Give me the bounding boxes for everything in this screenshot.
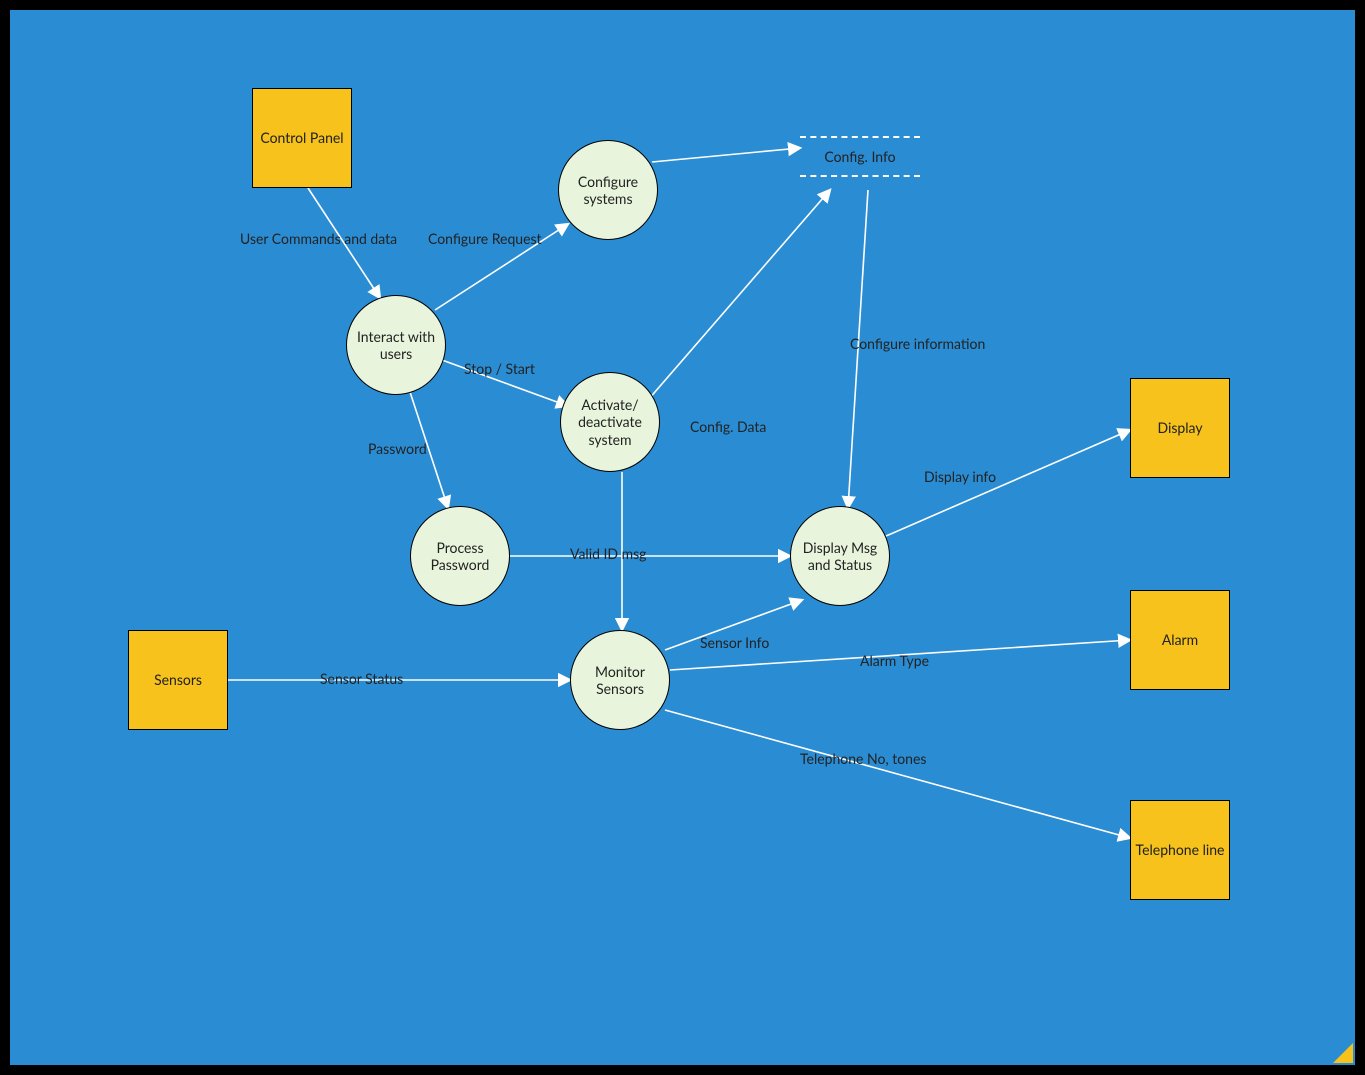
edge-label-e5: Valid ID msg [570,545,646,562]
entity-label: Telephone line [1136,841,1225,859]
process-monitor-sensors: Monitor Sensors [570,630,670,730]
corner-fold-icon [1333,1043,1353,1063]
entity-label: Alarm [1162,631,1198,649]
process-label: Process Password [417,539,503,574]
entity-alarm: Alarm [1130,590,1230,690]
datastore-bottom-line [800,175,920,177]
edge-e11 [886,430,1130,536]
edges-layer [10,10,1355,1065]
edge-label-e2: Configure Request [428,230,542,247]
process-configure-systems: Configure systems [558,140,658,240]
entity-control-panel: Control Panel [252,88,352,188]
process-label: Configure systems [565,173,651,208]
edge-label-e7: Sensor Status [320,670,403,687]
entity-sensors: Sensors [128,630,228,730]
datastore-config-info: Config. Info [800,136,920,177]
edge-label-e12: Configure information [850,335,985,352]
entity-label: Display [1157,419,1202,437]
edge-label-e14: Config. Data [690,418,766,435]
edge-label-e10: Telephone No, tones [800,750,926,767]
entity-label: Sensors [154,671,202,689]
process-label: Interact with users [353,328,439,363]
entity-label: Control Panel [260,129,343,147]
edge-label-e1: User Commands and data [240,230,397,247]
edge-e13 [652,148,800,162]
entity-display: Display [1130,378,1230,478]
process-process-password: Process Password [410,506,510,606]
edge-e10 [665,710,1130,838]
process-interact-users: Interact with users [346,295,446,395]
edge-e14 [648,190,830,400]
diagram-canvas: Control Panel Sensors Display Alarm Tele… [0,0,1365,1075]
entity-telephone: Telephone line [1130,800,1230,900]
edge-label-e9: Alarm Type [860,652,929,669]
edge-label-e3: Stop / Start [464,360,535,377]
process-label: Monitor Sensors [577,663,663,698]
process-label: Display Msg and Status [797,539,883,574]
process-display-msg: Display Msg and Status [790,506,890,606]
edge-label-e8: Sensor Info [700,634,769,651]
datastore-label: Config. Info [800,138,920,175]
edge-label-e4: Password [368,440,427,457]
edge-label-e11: Display info [924,468,996,485]
process-activate-system: Activate/ deactivate system [560,372,660,472]
process-label: Activate/ deactivate system [567,396,653,449]
